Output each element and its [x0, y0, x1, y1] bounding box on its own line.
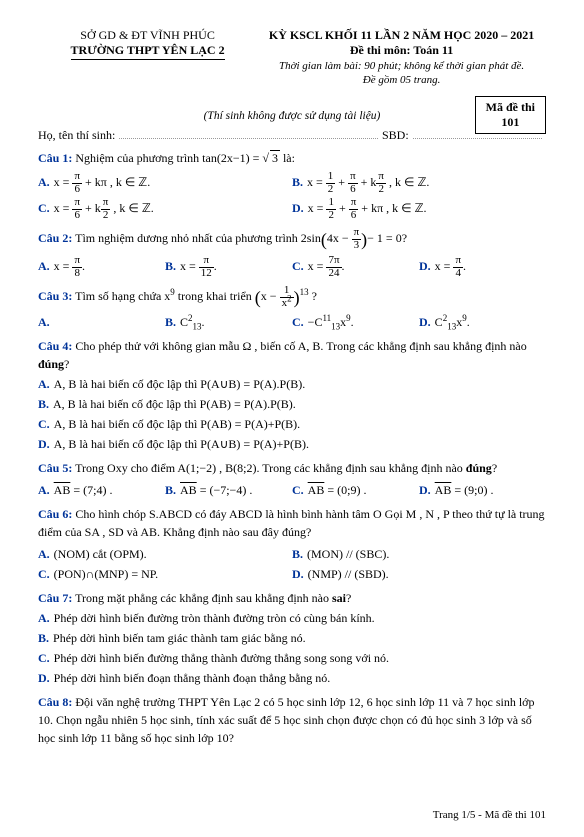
q2-A: A.x = π8. — [38, 255, 165, 279]
q2-C: C.x = 7π24. — [292, 255, 419, 279]
question-6: Câu 6: Cho hình chóp S.ABCD có đáy ABCD … — [38, 505, 546, 583]
q5-C: C.AB = (0;9) . — [292, 481, 419, 499]
sbd-label: SBD: — [382, 128, 409, 143]
q4-B: B.A, B là hai biến cố độc lập thì P(AB) … — [38, 395, 546, 413]
q7-label: Câu 7: — [38, 591, 72, 605]
school-line: TRƯỜNG THPT YÊN LẠC 2 — [71, 43, 225, 60]
question-3: Câu 3: Tìm số hạng chứa x9 trong khai tr… — [38, 285, 546, 331]
note: (Thí sinh không được sử dụng tài liệu) — [38, 110, 546, 122]
q6-C: C.(PON)∩(MNP) = NP. — [38, 565, 292, 583]
q7-D: D.Phép dời hình biến đoạn thẳng thành đo… — [38, 669, 546, 687]
q6-B: B.(MON) // (SBC). — [292, 545, 546, 563]
q1-label: Câu 1: — [38, 151, 72, 165]
q3-label: Câu 3: — [38, 289, 72, 303]
footer: Trang 1/5 - Mã đề thi 101 — [433, 809, 546, 821]
q6-D: D.(NMP) // (SBD). — [292, 565, 546, 583]
q4-A: A.A, B là hai biến cố độc lập thì P(A∪B)… — [38, 375, 546, 393]
exam-page: SỞ GD & ĐT VĨNH PHÚC TRƯỜNG THPT YÊN LẠC… — [0, 0, 584, 837]
q2-label: Câu 2: — [38, 231, 72, 245]
name-label: Họ, tên thí sinh: — [38, 128, 115, 143]
q3-text: Tìm số hạng chứa x9 trong khai triển (x … — [75, 289, 317, 303]
q1-C: C.x = π6 + kπ2 , k ∈ ℤ. — [38, 197, 292, 221]
q5-text: Trong Oxy cho điểm A(1;−2) , B(8;2). Tro… — [75, 461, 497, 475]
question-2: Câu 2: Tìm nghiệm dương nhỏ nhất của phư… — [38, 227, 546, 279]
q2-text: Tìm nghiệm dương nhỏ nhất của phương trì… — [75, 231, 407, 245]
q4-text: Cho phép thử với không gian mẫu Ω , biến… — [38, 339, 527, 371]
q4-C: C.A, B là hai biến cố độc lập thì P(AB) … — [38, 415, 546, 433]
q3-C: C.−C1113x9. — [292, 313, 419, 331]
header-left: SỞ GD & ĐT VĨNH PHÚC TRƯỜNG THPT YÊN LẠC… — [38, 28, 257, 60]
q4-D: D.A, B là hai biến cố độc lập thì P(A∪B)… — [38, 435, 546, 453]
q3-B: B.C213. — [165, 313, 292, 331]
q1-B: B.x = 12 + π6 + kπ2 , k ∈ ℤ. — [292, 171, 546, 195]
code-label: Mã đề thi — [486, 100, 535, 115]
q8-text: Đội văn nghệ trường THPT Yên Lạc 2 có 5 … — [38, 695, 535, 745]
exam-title: KỲ KSCL KHỐI 11 LẦN 2 NĂM HỌC 2020 – 202… — [257, 28, 546, 43]
question-5: Câu 5: Trong Oxy cho điểm A(1;−2) , B(8;… — [38, 459, 546, 499]
q5-D: D.AB = (9;0) . — [419, 481, 546, 499]
duration: Thời gian làm bài: 90 phút; không kể thờ… — [257, 60, 546, 72]
header: SỞ GD & ĐT VĨNH PHÚC TRƯỜNG THPT YÊN LẠC… — [38, 28, 546, 86]
name-field[interactable] — [119, 128, 378, 139]
pages: Đề gồm 05 trang. — [257, 74, 546, 86]
question-7: Câu 7: Trong mặt phẳng các khẳng định sa… — [38, 589, 546, 687]
q2-D: D.x = π4. — [419, 255, 546, 279]
ident-row: Họ, tên thí sinh: SBD: — [38, 128, 546, 143]
q5-label: Câu 5: — [38, 461, 72, 475]
question-8: Câu 8: Đội văn nghệ trường THPT Yên Lạc … — [38, 693, 546, 747]
q1-D: D.x = 12 + π6 + kπ , k ∈ ℤ. — [292, 197, 546, 221]
q1-A: A.x = π6 + kπ , k ∈ ℤ. — [38, 171, 292, 195]
q6-text: Cho hình chóp S.ABCD có đáy ABCD là hình… — [38, 507, 545, 539]
q7-B: B.Phép dời hình biến tam giác thành tam … — [38, 629, 546, 647]
question-4: Câu 4: Cho phép thử với không gian mẫu Ω… — [38, 337, 546, 453]
q8-label: Câu 8: — [38, 695, 72, 709]
question-1: Câu 1: Nghiệm của phương trình tan(2x−1)… — [38, 149, 546, 221]
q5-A: A.AB = (7;4) . — [38, 481, 165, 499]
q7-C: C.Phép dời hình biến đường thẳng thành đ… — [38, 649, 546, 667]
q3-D: D.C213x9. — [419, 313, 546, 331]
org-line: SỞ GD & ĐT VĨNH PHÚC — [38, 28, 257, 43]
q6-A: A.(NOM) cắt (OPM). — [38, 545, 292, 563]
q7-A: A.Phép dời hình biến đường tròn thành đư… — [38, 609, 546, 627]
q1-text: Nghiệm của phương trình tan(2x−1) = √3 l… — [75, 151, 295, 165]
q5-B: B.AB = (−7;−4) . — [165, 481, 292, 499]
q7-text: Trong mặt phẳng các khẳng định sau khẳng… — [75, 591, 351, 605]
code-box: Mã đề thi 101 — [475, 96, 546, 134]
code-value: 101 — [486, 115, 535, 130]
q4-label: Câu 4: — [38, 339, 72, 353]
q3-A: A. — [38, 313, 165, 331]
q2-B: B.x = π12. — [165, 255, 292, 279]
header-right: KỲ KSCL KHỐI 11 LẦN 2 NĂM HỌC 2020 – 202… — [257, 28, 546, 86]
q6-label: Câu 6: — [38, 507, 72, 521]
subject: Đề thi môn: Toán 11 — [257, 43, 546, 58]
